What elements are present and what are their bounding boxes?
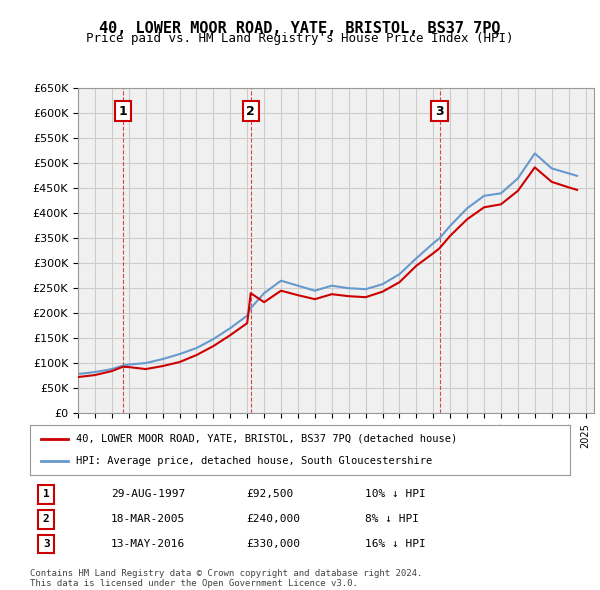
Text: 29-AUG-1997: 29-AUG-1997	[111, 490, 185, 499]
Text: 10% ↓ HPI: 10% ↓ HPI	[365, 490, 425, 499]
Text: 8% ↓ HPI: 8% ↓ HPI	[365, 514, 419, 524]
Text: £330,000: £330,000	[246, 539, 300, 549]
Text: £240,000: £240,000	[246, 514, 300, 524]
Text: Contains HM Land Registry data © Crown copyright and database right 2024.: Contains HM Land Registry data © Crown c…	[30, 569, 422, 578]
Text: 13-MAY-2016: 13-MAY-2016	[111, 539, 185, 549]
Text: 2: 2	[247, 104, 255, 118]
Text: 40, LOWER MOOR ROAD, YATE, BRISTOL, BS37 7PQ (detached house): 40, LOWER MOOR ROAD, YATE, BRISTOL, BS37…	[76, 434, 457, 444]
Text: 16% ↓ HPI: 16% ↓ HPI	[365, 539, 425, 549]
Text: 1: 1	[43, 490, 50, 499]
Text: 1: 1	[118, 104, 127, 118]
Text: 3: 3	[43, 539, 50, 549]
Text: Price paid vs. HM Land Registry's House Price Index (HPI): Price paid vs. HM Land Registry's House …	[86, 32, 514, 45]
Text: 3: 3	[435, 104, 444, 118]
Text: 40, LOWER MOOR ROAD, YATE, BRISTOL, BS37 7PQ: 40, LOWER MOOR ROAD, YATE, BRISTOL, BS37…	[99, 21, 501, 35]
Text: 2: 2	[43, 514, 50, 524]
Text: HPI: Average price, detached house, South Gloucestershire: HPI: Average price, detached house, Sout…	[76, 456, 432, 466]
Text: This data is licensed under the Open Government Licence v3.0.: This data is licensed under the Open Gov…	[30, 579, 358, 588]
Text: 18-MAR-2005: 18-MAR-2005	[111, 514, 185, 524]
Text: £92,500: £92,500	[246, 490, 293, 499]
